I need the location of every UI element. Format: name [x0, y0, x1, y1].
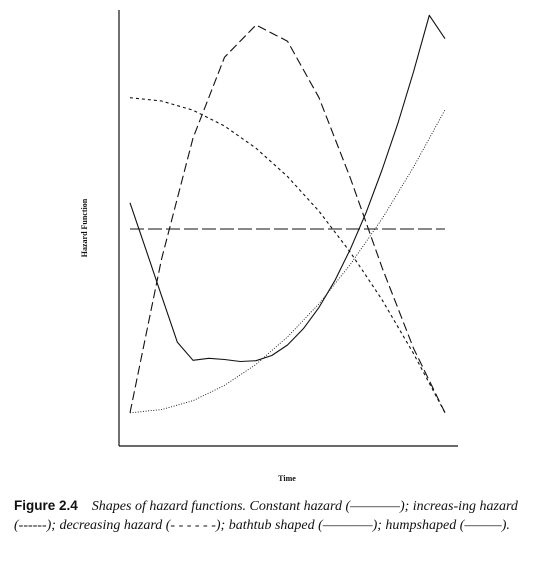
series-layer	[129, 14, 446, 414]
increasing-hazard-line	[129, 109, 446, 414]
humpshaped-hazard-line	[129, 24, 446, 414]
decreasing-hazard-line	[129, 97, 446, 414]
figure-number: Figure 2.4	[14, 498, 78, 513]
hazard-chart: Hazard Function Time	[80, 10, 458, 483]
y-axis-label: Hazard Function	[80, 198, 89, 257]
chart-axes	[118, 10, 458, 447]
figure-caption-text: Shapes of hazard functions. Constant haz…	[14, 499, 518, 533]
x-axis-label: Time	[278, 474, 296, 483]
bathtub-hazard-line	[129, 14, 446, 363]
figure-caption: Figure 2.4 Shapes of hazard functions. Co…	[14, 497, 530, 535]
